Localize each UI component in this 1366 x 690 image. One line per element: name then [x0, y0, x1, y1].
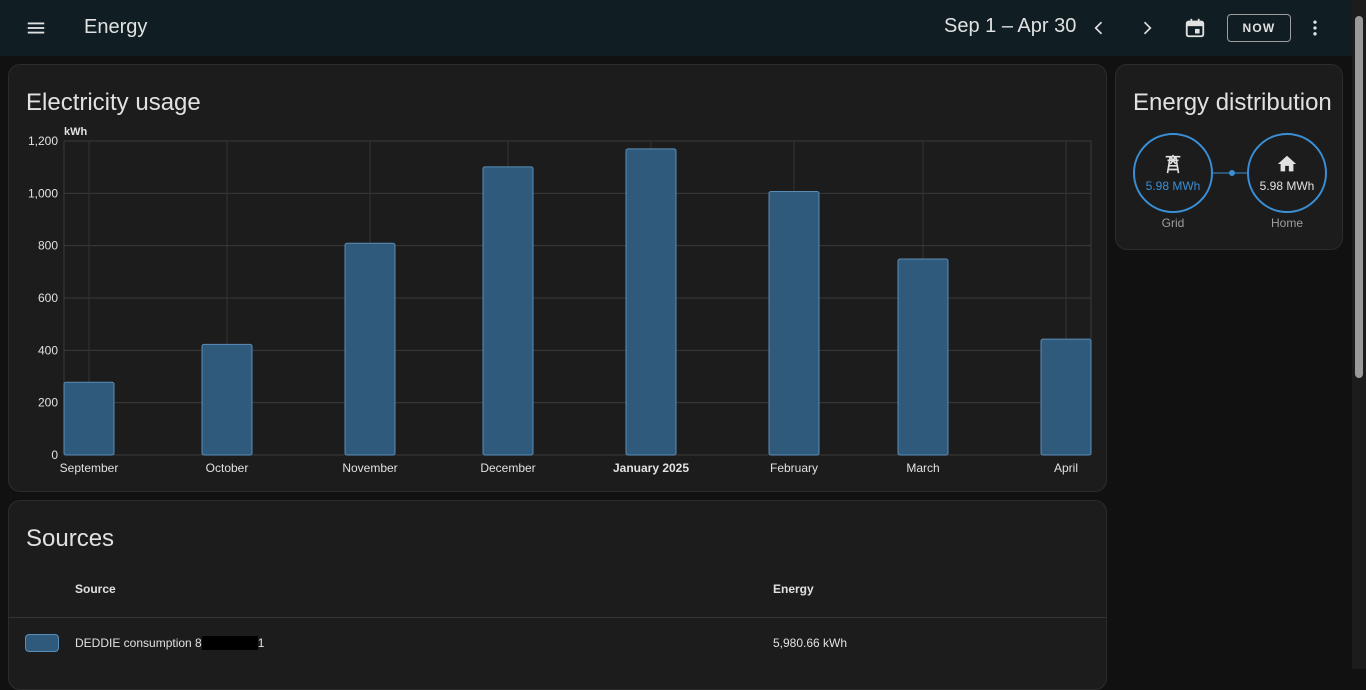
- energy-distribution-card: Energy distribution 5.98 MWh Grid 5.98 M…: [1115, 64, 1343, 250]
- transmission-tower-icon: [1165, 154, 1181, 174]
- menu-icon: [27, 22, 45, 34]
- x-tick-label: March: [906, 461, 939, 475]
- bar-march: [897, 258, 949, 456]
- y-tick-label: 600: [38, 291, 58, 305]
- bar-october: [201, 343, 253, 456]
- home-value: 5.98 MWh: [1259, 179, 1315, 193]
- previous-period-button[interactable]: [1083, 12, 1115, 44]
- energy-distribution-title: Energy distribution: [1133, 89, 1332, 116]
- y-tick-label: 400: [38, 343, 58, 357]
- chevron-right-icon: [1143, 21, 1152, 35]
- x-tick-label: December: [480, 461, 535, 475]
- scrollbar-thumb[interactable]: [1355, 16, 1363, 378]
- source-color-swatch: [25, 634, 59, 652]
- calendar-button[interactable]: [1179, 12, 1211, 44]
- now-button[interactable]: NOW: [1227, 14, 1291, 42]
- source-energy-value: 5,980.66 kWh: [773, 636, 848, 650]
- home-label: Home: [1270, 216, 1303, 230]
- y-tick-label: 1,200: [28, 134, 58, 148]
- column-header-source[interactable]: Source: [75, 582, 116, 596]
- y-tick-label: 200: [38, 396, 58, 410]
- bar-september: [63, 381, 115, 456]
- top-app-bar: Energy Sep 1 – Apr 30 NOW: [0, 0, 1352, 56]
- more-vert-icon: [1313, 20, 1317, 36]
- electricity-usage-card: Electricity usage 0 200 400 600 800 1,000 1,20…: [8, 64, 1107, 492]
- grid-value: 5.98 MWh: [1145, 179, 1201, 193]
- sources-card: Sources Source Energy DEDDIE consumption…: [8, 500, 1107, 690]
- more-options-button[interactable]: [1299, 12, 1331, 44]
- x-tick-label: February: [770, 461, 818, 475]
- x-tick-label: April: [1054, 461, 1078, 475]
- x-tick-label: October: [206, 461, 249, 475]
- y-axis-unit-label: kWh: [64, 126, 88, 138]
- bar-november: [344, 242, 396, 456]
- date-range-label[interactable]: Sep 1 – Apr 30: [944, 15, 1077, 37]
- grid-node[interactable]: 5.98 MWh: [1133, 133, 1213, 213]
- home-node[interactable]: 5.98 MWh: [1247, 133, 1327, 213]
- y-tick-label: 800: [38, 239, 58, 253]
- source-name-suffix: 1: [257, 636, 265, 650]
- chevron-left-icon: [1094, 21, 1103, 35]
- grid-to-home-flow-line: [1213, 170, 1247, 176]
- table-header-divider: [9, 617, 1106, 618]
- source-name-prefix: DEDDIE consumption 8: [75, 636, 202, 650]
- next-period-button[interactable]: [1131, 12, 1163, 44]
- bar-april: [1040, 338, 1092, 456]
- bar-december: [482, 166, 534, 456]
- page-title: Energy: [84, 16, 148, 38]
- source-name: DEDDIE consumption 8 1: [75, 636, 264, 650]
- home-icon: [1277, 155, 1297, 172]
- x-tick-label: November: [342, 461, 397, 475]
- calendar-icon: [1185, 18, 1205, 38]
- bar-february: [768, 191, 820, 456]
- y-tick-label: 0: [51, 448, 58, 462]
- electricity-usage-chart: 0 200 400 600 800 1,000 1,200 kWh September Octob…: [28, 126, 1092, 475]
- y-tick-label: 1,000: [28, 186, 58, 200]
- x-tick-label: January 2025: [613, 461, 689, 475]
- grid-label: Grid: [1161, 216, 1185, 230]
- menu-button[interactable]: [18, 10, 54, 46]
- column-header-energy[interactable]: Energy: [773, 582, 814, 596]
- electricity-usage-title: Electricity usage: [26, 89, 201, 116]
- bar-january-2025: [625, 148, 677, 456]
- redaction-block: [201, 636, 258, 650]
- x-tick-label: September: [60, 461, 119, 475]
- page-scrollbar[interactable]: [1352, 0, 1366, 669]
- sources-title: Sources: [26, 525, 115, 552]
